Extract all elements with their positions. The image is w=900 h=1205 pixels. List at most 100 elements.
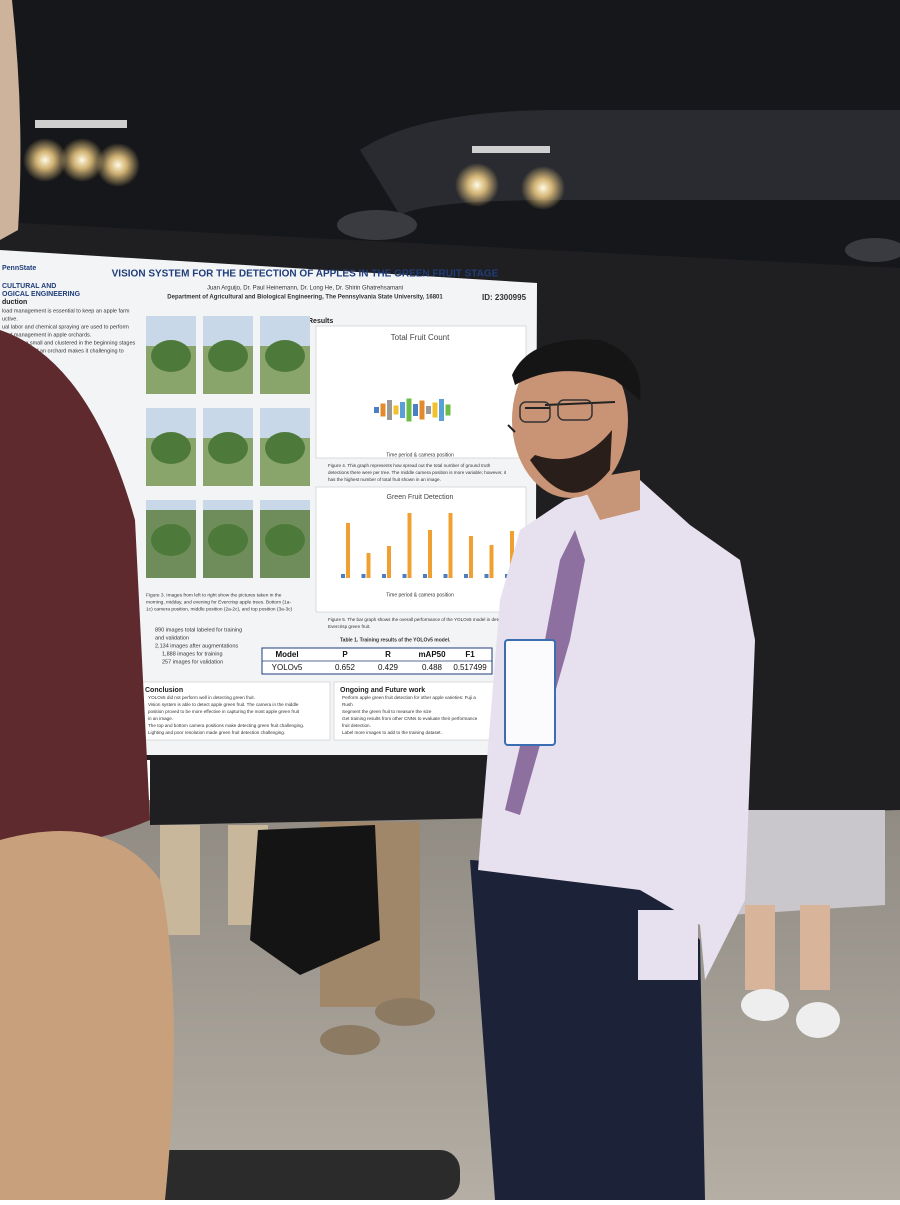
bar-mark: [361, 574, 366, 578]
future-item: fruit detection.: [342, 723, 371, 728]
bullet: 1,888 images for training: [162, 651, 223, 657]
intro-line: load management is essential to keep an …: [2, 308, 130, 314]
conclusion-item: in an image.: [148, 716, 173, 721]
table-header: Model: [275, 650, 298, 659]
conclusion-item: Vision system is able to detect apple gr…: [148, 702, 299, 707]
box-mark: [374, 407, 379, 413]
bar-mark: [341, 574, 345, 578]
light: [455, 163, 499, 207]
future-item: Segment the green fruit to measure the s…: [342, 709, 432, 714]
table-header: F1: [465, 650, 475, 659]
table-header: mAP50: [418, 650, 446, 659]
future-item: Perform apple green fruit detection for …: [342, 695, 476, 700]
bar-mark: [346, 523, 350, 578]
intro-line: load management in apple orchards.: [2, 332, 92, 338]
hair: [512, 339, 641, 400]
bar-mark: [387, 546, 391, 578]
light: [96, 143, 140, 187]
bar-mark: [366, 553, 371, 578]
sleeve: [638, 910, 698, 980]
box-mark: [439, 399, 444, 421]
tree-canopy: [208, 432, 248, 464]
conclusion-item: The top and bottom camera positions make…: [148, 723, 304, 728]
light: [521, 166, 565, 210]
chart-title: Green Fruit Detection: [387, 494, 454, 501]
bar-mark: [443, 574, 448, 578]
tree-canopy: [151, 340, 191, 372]
logo: PennState: [2, 265, 36, 272]
beard: [530, 430, 612, 493]
table-cell: YOLOv5: [272, 663, 303, 672]
table-header: R: [385, 650, 391, 659]
duct: [360, 110, 900, 215]
bar-mark: [484, 574, 489, 578]
badge: [504, 639, 556, 746]
bystander-leg: [745, 905, 775, 990]
box-mark: [413, 404, 418, 416]
figure-caption: morning, midday, and evening for Evercri…: [146, 599, 291, 605]
left-header: CULTURAL AND: [2, 283, 56, 290]
tree-canopy: [208, 524, 248, 556]
table-caption: Table 1. Training results of the YOLOv5 …: [340, 637, 451, 643]
bar-mark: [448, 513, 453, 578]
bar-mark: [428, 530, 432, 578]
figure-caption: Figure 3. Images from left to right show…: [146, 592, 282, 598]
box-mark: [387, 400, 392, 420]
box-mark: [432, 402, 438, 418]
future-item: Label more images to add to the training…: [342, 730, 442, 735]
bar-mark: [469, 536, 473, 578]
light: [23, 138, 67, 182]
box-mark: [406, 398, 412, 422]
conclusion-item: position proved to be more effective in …: [148, 709, 300, 714]
foreground-arm: [0, 831, 174, 1200]
glasses-lens: [557, 399, 593, 421]
tree-canopy: [208, 340, 248, 372]
figure-caption: Evercrisp green fruit.: [328, 624, 370, 629]
bar-mark: [407, 513, 412, 578]
figure-caption: 1c) camera position, middle position (2a…: [146, 606, 293, 612]
future-heading: Ongoing and Future work: [340, 687, 425, 694]
conclusion-heading: Conclusion: [145, 687, 183, 694]
backpack: [250, 825, 380, 975]
future-item: Rush: [342, 702, 353, 707]
figure-caption: Figure 4. This graph represents how spre…: [328, 463, 491, 468]
light-bar: [472, 146, 550, 153]
results-heading: Results: [308, 318, 333, 325]
shoe: [796, 1002, 840, 1038]
conclusion-item: YOLOv5 did not perform well in detecting…: [148, 695, 255, 700]
bar-mark: [402, 574, 407, 578]
vent: [337, 210, 417, 240]
authors: Juan Arguijo, Dr. Paul Heinemann, Dr. Lo…: [207, 286, 403, 292]
figure-caption: Figure 5. The bar graph shows the overal…: [328, 617, 511, 622]
tree-canopy: [151, 524, 191, 556]
chart-title: Total Fruit Count: [391, 333, 450, 342]
bar-mark: [510, 531, 514, 578]
figure-caption: has the highest number of total fruit sh…: [328, 477, 441, 482]
box-mark: [419, 400, 425, 420]
box-mark: [426, 406, 431, 414]
foreground-head: [0, 0, 21, 240]
chart-x-label: Time period & camera position: [386, 592, 454, 598]
table-cell: 0.488: [422, 663, 443, 672]
bar-mark: [489, 545, 494, 578]
chart-panel: [315, 325, 527, 459]
box-mark: [445, 404, 451, 416]
intro-line: en fruit are small and clustered in the …: [2, 340, 136, 346]
bystander-skirt: [730, 810, 885, 915]
bullet: and validation: [155, 635, 189, 641]
bar-mark: [382, 574, 386, 578]
intro-line: environment of an orchard makes it chall…: [2, 348, 124, 354]
bystander-leg: [800, 905, 830, 990]
poster-title: VISION SYSTEM FOR THE DETECTION OF APPLE…: [112, 269, 499, 280]
tree-canopy: [151, 432, 191, 464]
light: [60, 138, 104, 182]
photo-sky: [146, 500, 196, 510]
glasses: [507, 401, 616, 433]
poster-id: ID: 2300995: [482, 293, 527, 302]
shoe: [320, 1025, 380, 1055]
department: Department of Agricultural and Biologica…: [167, 295, 443, 301]
table-cell: 0.517499: [453, 663, 487, 672]
left-header: OGICAL ENGINEERING: [2, 291, 81, 298]
